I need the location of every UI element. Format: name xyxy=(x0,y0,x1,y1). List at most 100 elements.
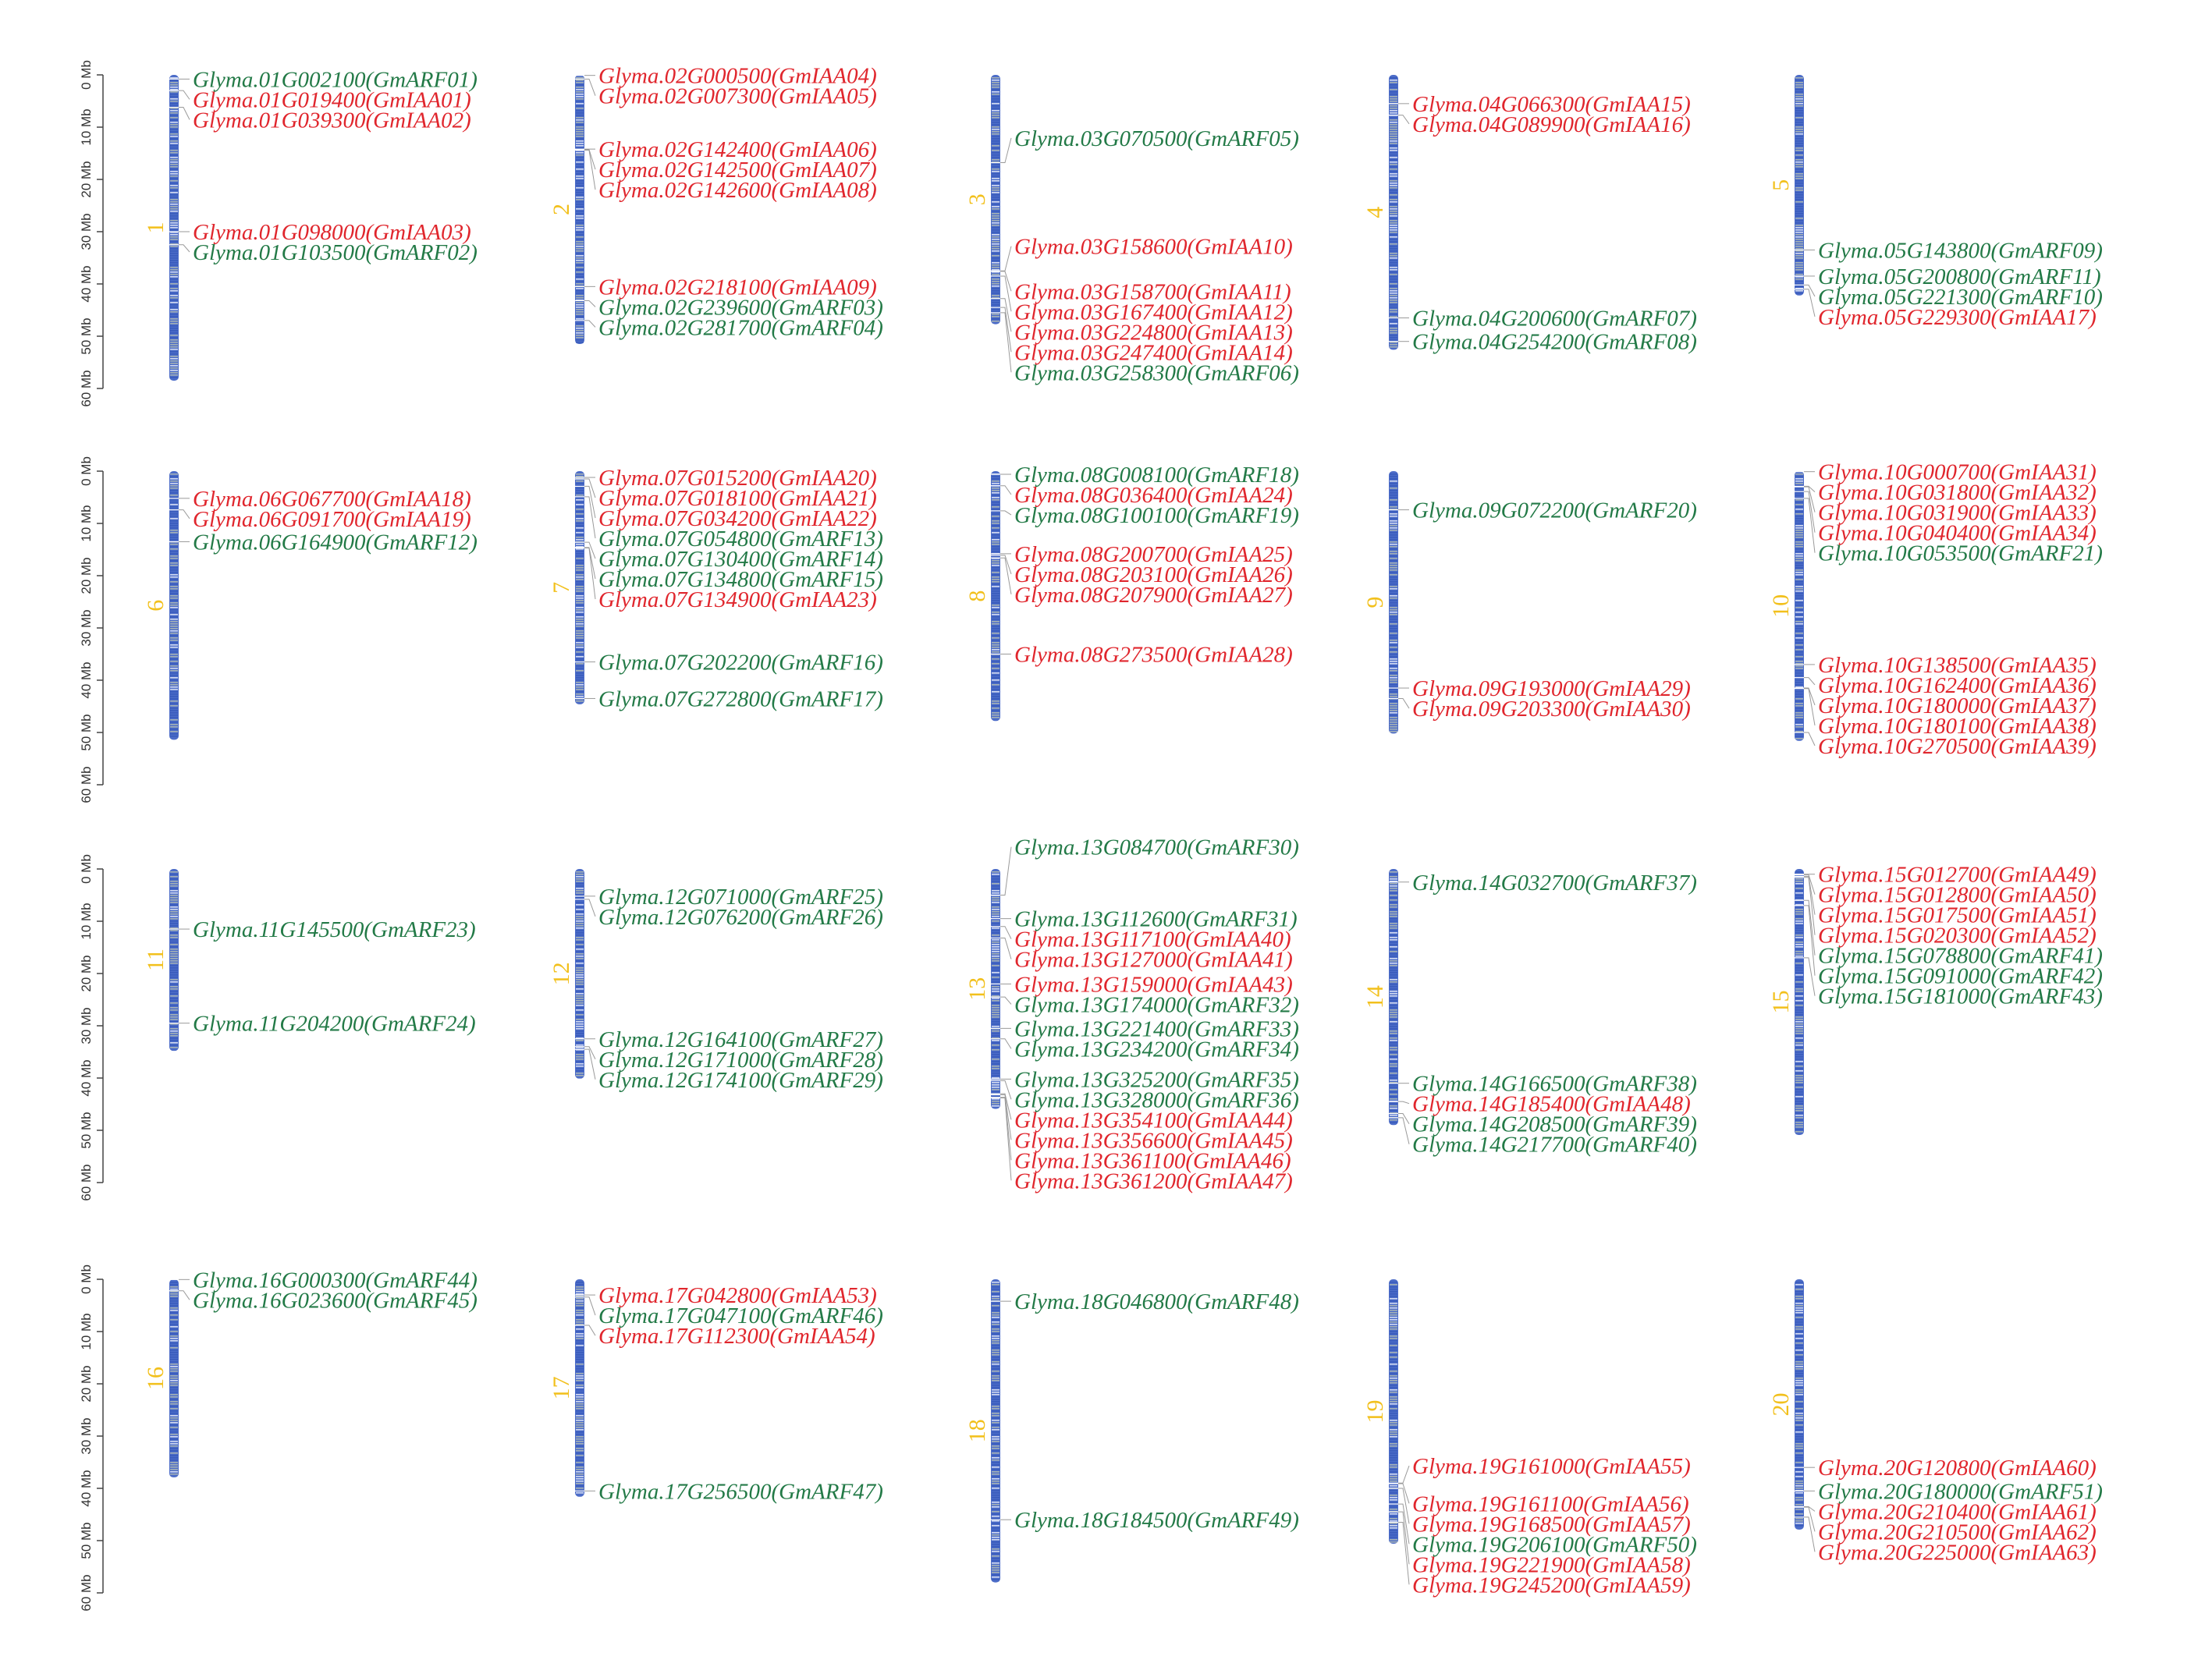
chromosome-band xyxy=(992,227,999,229)
chromosome-band xyxy=(170,166,178,168)
chromosome-band xyxy=(992,616,999,618)
chromosome-band xyxy=(1795,1485,1803,1487)
chromosome-band xyxy=(1795,201,1803,203)
chromosome-band xyxy=(992,712,999,714)
chromosome-band xyxy=(1795,1033,1803,1034)
gene-label: Glyma.13G354100(GmIAA44) xyxy=(1014,1108,1293,1133)
chromosome-band xyxy=(992,562,999,564)
chromosome-band xyxy=(992,260,999,261)
chromosome-band xyxy=(1795,1483,1803,1484)
gene-connector xyxy=(1804,688,1816,725)
chromosome-band xyxy=(1390,509,1397,510)
chromosome-band xyxy=(576,642,584,644)
chromosome-band xyxy=(1390,1518,1397,1520)
chromosome-band xyxy=(1795,147,1803,149)
chromosome-band xyxy=(1390,1082,1397,1083)
chromosome-band xyxy=(1795,1443,1803,1445)
chromosome-band xyxy=(576,942,584,943)
chromosome-band xyxy=(992,909,999,910)
chromosome-band xyxy=(1795,290,1803,292)
chromosome-band xyxy=(1795,1091,1803,1093)
chromosome-band xyxy=(1795,939,1803,941)
gene-connector xyxy=(1000,1097,1012,1161)
chromosome-band xyxy=(992,1059,999,1060)
chromosome-band xyxy=(1795,534,1803,536)
chromosome-band xyxy=(1795,105,1803,107)
chromosome-band xyxy=(576,960,584,962)
chromosome-band xyxy=(1795,1387,1803,1388)
gene-label: Glyma.17G256500(GmARF47) xyxy=(598,1479,883,1504)
chromosome-band xyxy=(1390,609,1397,611)
chromosome-band xyxy=(170,878,178,880)
gene-label: Glyma.02G218100(GmIAA09) xyxy=(598,275,877,300)
chromosome-band xyxy=(170,977,178,978)
chromosome-band xyxy=(992,1415,999,1417)
scale-label: 60 Mb xyxy=(79,370,94,406)
chromosome-band xyxy=(992,1012,999,1013)
chromosome-band xyxy=(576,323,584,325)
chromosome-band xyxy=(992,481,999,482)
chromosome-band xyxy=(1795,927,1803,929)
chromosome-band xyxy=(1795,602,1803,604)
chromosome-band xyxy=(170,965,178,966)
chromosome-band xyxy=(576,895,584,896)
chromosome-band xyxy=(576,168,584,170)
chromosome-band xyxy=(992,576,999,578)
chromosome-band xyxy=(1390,1389,1397,1391)
chromosome-band xyxy=(1390,878,1397,880)
chromosome-band xyxy=(170,1474,178,1475)
chromosome-band xyxy=(1795,1319,1803,1321)
chromosome-number: 4 xyxy=(1362,207,1388,218)
chromosome-band xyxy=(1795,881,1803,882)
chromosome-band xyxy=(1390,1338,1397,1339)
chromosome-band xyxy=(576,1023,584,1025)
chromosome-band xyxy=(1795,890,1803,892)
chromosome-band xyxy=(992,937,999,938)
chromosome-band xyxy=(170,715,178,716)
chromosome-band xyxy=(576,300,584,301)
chromosome-band xyxy=(1795,1359,1803,1360)
chromosome-band xyxy=(576,1392,584,1393)
chromosome-band xyxy=(992,112,999,114)
chromosome-band xyxy=(576,178,584,179)
chromosome-band xyxy=(170,236,178,238)
chromosome-band xyxy=(576,1352,584,1353)
chromosome-band xyxy=(992,119,999,121)
chromosome-band xyxy=(1795,581,1803,583)
gene-label: Glyma.13G328000(GmARF36) xyxy=(1014,1087,1299,1112)
chromosome-band xyxy=(170,1305,178,1307)
chromosome-band xyxy=(576,1345,584,1346)
chromosome-band xyxy=(170,658,178,660)
chromosome-band xyxy=(576,598,584,599)
chromosome-band xyxy=(170,1326,178,1328)
chromosome-band xyxy=(992,187,999,189)
chromosome-band xyxy=(992,1075,999,1076)
chromosome-band xyxy=(992,675,999,676)
gene-connector xyxy=(1000,137,1012,164)
chromosome-band xyxy=(992,84,999,86)
chromosome-band xyxy=(1390,1450,1397,1452)
chromosome-band xyxy=(170,286,178,287)
chromosome-band xyxy=(1390,1321,1397,1323)
chromosome-band xyxy=(576,506,584,508)
chromosome-band xyxy=(1390,530,1397,531)
chromosome-band xyxy=(992,1091,999,1093)
chromosome-band xyxy=(992,499,999,501)
chromosome-band xyxy=(992,1021,999,1023)
chromosome-band xyxy=(1795,1492,1803,1494)
chromosome-band xyxy=(992,715,999,716)
chromosome-band xyxy=(170,80,178,81)
chromosome-band xyxy=(992,1516,999,1517)
chromosome-band xyxy=(576,271,584,273)
chromosome-band xyxy=(170,98,178,100)
chromosome-band xyxy=(1795,1518,1803,1520)
chromosome-band xyxy=(1390,885,1397,887)
gene-label: Glyma.08G203100(GmIAA26) xyxy=(1014,562,1293,587)
chromosome-band xyxy=(576,157,584,158)
chromosome-number: 6 xyxy=(143,600,169,612)
chromosome-band xyxy=(576,330,584,332)
chromosome-3: 3Glyma.03G070500(GmARF05)Glyma.03G158600… xyxy=(964,75,1299,385)
chromosome-band xyxy=(170,239,178,240)
chromosome-band xyxy=(1795,283,1803,285)
gene-label: Glyma.07G034200(GmIAA22) xyxy=(598,506,877,531)
